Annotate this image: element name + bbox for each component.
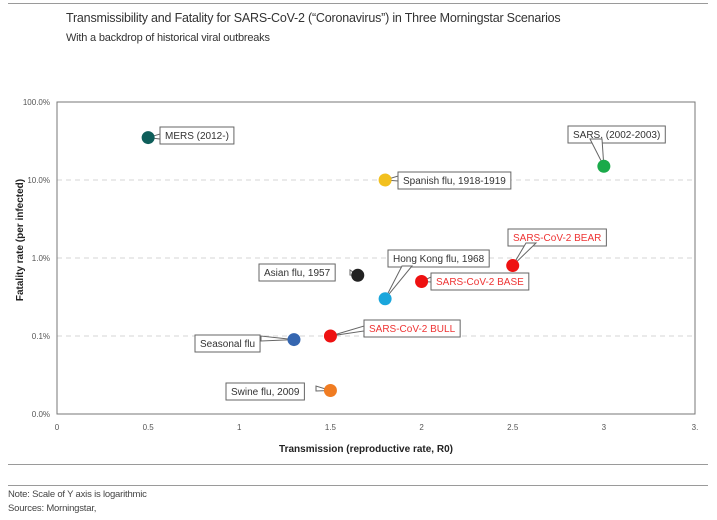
point-callout: Asian flu, 1957 xyxy=(258,263,360,282)
data-point[interactable] xyxy=(323,329,337,343)
x-tick-label: 0.5 xyxy=(143,423,155,432)
y-tick-label: 100.0% xyxy=(23,98,50,107)
point-callout: Spanish flu, 1918-1919 xyxy=(384,171,512,190)
data-point[interactable] xyxy=(287,333,301,347)
label-pointer xyxy=(330,325,365,337)
chart-subtitle: With a backdrop of historical viral outb… xyxy=(66,32,270,44)
scatter-chart: 100.0%10.0%1.0%0.1%0.0% 0 0.5 1 1.5 2 2.5 3 3. … xyxy=(15,98,699,455)
label-pointer xyxy=(512,242,538,266)
point-label: Hong Kong flu, 1968 xyxy=(393,254,485,265)
point-label: Seasonal flu xyxy=(200,339,255,350)
point-callout: SARS-CoV-2 BULL xyxy=(330,319,461,338)
x-tick-label: 1.5 xyxy=(325,423,337,432)
point-label: SARS-CoV-2 BEAR xyxy=(513,233,601,244)
footer-rule xyxy=(8,485,708,486)
chart-bottom-rule xyxy=(8,464,708,465)
point-label: Swine flu, 2009 xyxy=(231,387,300,398)
label-pointer xyxy=(260,335,295,342)
x-tick-label: 2 xyxy=(419,423,424,432)
x-tick-label: 3 xyxy=(602,423,607,432)
label-box xyxy=(507,228,607,247)
point-label: SARS-CoV-2 BULL xyxy=(369,324,456,335)
y-axis-title: Fatality rate (per infected) xyxy=(15,179,26,301)
point-labels: MERS (2012-) SARS, (2002-2003) Spanish flu… xyxy=(147,125,666,401)
point-callout: Seasonal flu xyxy=(194,334,295,353)
point-callout: Swine flu, 2009 xyxy=(225,382,331,401)
data-point[interactable] xyxy=(378,173,392,187)
label-box xyxy=(258,263,336,282)
footer-sources: Sources: Morningstar, xyxy=(8,503,97,514)
point-label: Spanish flu, 1918-1919 xyxy=(403,176,506,187)
y-tick-label: 1.0% xyxy=(32,254,50,263)
x-tick-label: 2.5 xyxy=(507,423,519,432)
data-points xyxy=(141,131,611,398)
label-pointer xyxy=(384,265,414,300)
x-tick-label: 0 xyxy=(55,423,60,432)
label-box xyxy=(194,334,261,353)
point-callout: SARS-CoV-2 BEAR xyxy=(507,228,607,266)
y-axis-ticks: 100.0% 10.0% 1.0% 0.1% 0.0% xyxy=(23,98,50,419)
point-label: SARS, (2002-2003) xyxy=(573,130,660,141)
x-axis-ticks: 0 0.5 1 1.5 2 2.5 3 3. xyxy=(55,423,699,432)
label-box xyxy=(387,249,490,268)
data-point[interactable] xyxy=(378,292,392,306)
point-callout: SARS-CoV-2 BASE xyxy=(421,272,530,291)
y-tick-label: 10.0% xyxy=(27,176,50,185)
plot-frame xyxy=(56,101,696,415)
footer-note: Note: Scale of Y axis is logarithmic xyxy=(8,489,147,500)
data-point[interactable] xyxy=(141,131,155,145)
data-point[interactable] xyxy=(351,268,365,282)
y-tick-label: 0.0% xyxy=(32,410,50,419)
x-tick-label: 3. xyxy=(692,423,699,432)
point-label: Asian flu, 1957 xyxy=(264,268,331,279)
x-tick-label: 1 xyxy=(237,423,242,432)
data-point[interactable] xyxy=(323,384,337,398)
chart-title: Transmissibility and Fatality for SARS-C… xyxy=(66,11,561,25)
gridlines xyxy=(57,179,695,337)
top-rule xyxy=(8,3,708,4)
data-point[interactable] xyxy=(415,274,429,288)
data-point[interactable] xyxy=(506,259,520,273)
label-box xyxy=(225,382,305,401)
label-pointer xyxy=(589,138,605,167)
point-callout: SARS, (2002-2003) xyxy=(567,125,666,167)
point-callout: Hong Kong flu, 1968 xyxy=(384,249,490,300)
point-label: MERS (2012-) xyxy=(165,131,229,142)
point-callout: MERS (2012-) xyxy=(147,126,235,145)
x-axis-title: Transmission (reproductive rate, R0) xyxy=(279,444,453,455)
data-point[interactable] xyxy=(597,159,611,173)
y-tick-label: 0.1% xyxy=(32,332,50,341)
point-label: SARS-CoV-2 BASE xyxy=(436,277,524,288)
